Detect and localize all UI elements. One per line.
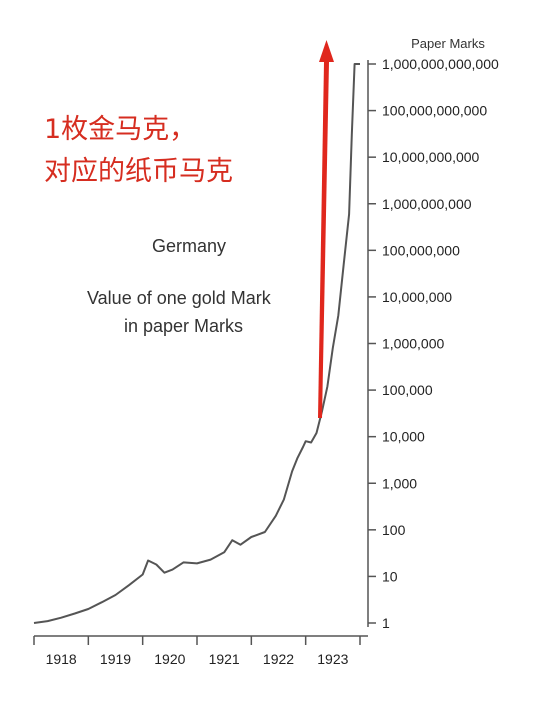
annotation-line-1: 1枚金马克， — [44, 114, 197, 145]
x-tick-label: 1922 — [263, 651, 294, 667]
y-axis-label: Paper Marks — [411, 36, 485, 51]
chart-subtitle-line-2: in paper Marks — [124, 316, 244, 336]
y-tick-label: 100 — [382, 522, 406, 538]
series-line — [33, 63, 360, 624]
y-tick-label: 10,000 — [382, 429, 425, 445]
y-tick-label: 1,000,000,000 — [382, 196, 472, 212]
red-arrow-head — [319, 40, 334, 62]
annotation-line-2: 对应的纸币马克 — [44, 156, 233, 187]
x-tick-label: 1918 — [46, 651, 77, 667]
red-arrow-shaft — [318, 62, 329, 418]
y-tick-label: 10 — [382, 568, 398, 584]
y-tick-label: 1,000 — [382, 475, 417, 491]
y-tick-label: 10,000,000 — [382, 289, 452, 305]
chart-title: Germany — [152, 236, 227, 256]
x-tick-label: 1923 — [317, 651, 348, 667]
y-tick-label: 1,000,000,000,000 — [382, 56, 499, 72]
y-tick-label: 100,000 — [382, 382, 433, 398]
y-tick-label: 10,000,000,000 — [382, 149, 480, 165]
x-tick-label: 1919 — [100, 651, 131, 667]
x-tick-label: 1920 — [154, 651, 185, 667]
x-tick-label: 1921 — [209, 651, 240, 667]
chart-subtitle-line-1: Value of one gold Mark — [87, 288, 271, 308]
y-tick-label: 100,000,000,000 — [382, 103, 487, 119]
y-tick-label: 1,000,000 — [382, 336, 444, 352]
y-tick-label: 100,000,000 — [382, 242, 460, 258]
y-tick-label: 1 — [382, 615, 390, 631]
